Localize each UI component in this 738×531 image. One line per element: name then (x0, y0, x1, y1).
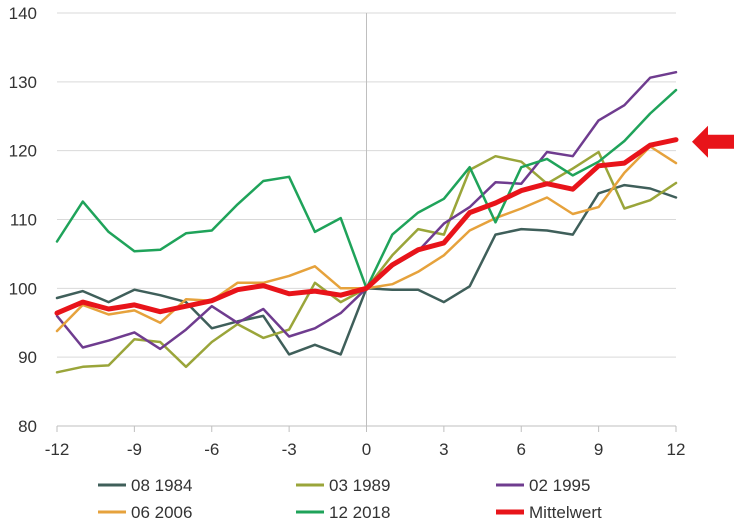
x-tick-label: -6 (204, 440, 219, 459)
x-tick-label: -3 (282, 440, 297, 459)
legend-entry-label: 12 2018 (329, 503, 390, 522)
legend-entry-label: 08 1984 (131, 476, 192, 495)
legend-entry-label: 03 1989 (329, 476, 390, 495)
series-line-mittelwert (54, 137, 679, 316)
legend-entry-label: 02 1995 (529, 476, 590, 495)
y-tick-label: 90 (18, 348, 37, 367)
x-tick-label: -12 (45, 440, 70, 459)
x-tick-label: 12 (667, 440, 686, 459)
x-tick-label: 9 (594, 440, 603, 459)
x-tick-label: -9 (127, 440, 142, 459)
chart-axes (56, 13, 677, 432)
chart-annotations (692, 125, 734, 158)
arrow-left-icon (692, 125, 734, 158)
y-tick-label: 140 (9, 4, 37, 23)
legend-entry-label: 06 2006 (131, 503, 192, 522)
y-tick-label: 80 (18, 417, 37, 436)
y-tick-label: 120 (9, 142, 37, 161)
legend-entry-label: Mittelwert (529, 503, 602, 522)
chart-tick-labels: 80 90 100 110 120 130 140 -12 -9 -6 -3 0 3 6 9 12 (9, 4, 686, 459)
x-tick-label: 0 (362, 440, 371, 459)
x-tick-label: 3 (439, 440, 448, 459)
y-tick-label: 130 (9, 73, 37, 92)
chart-series (54, 70, 679, 374)
y-tick-label: 110 (10, 211, 37, 230)
x-tick-label: 6 (517, 440, 526, 459)
y-tick-label: 100 (9, 279, 37, 298)
chart-legend: 08 1984 03 1989 02 1995 06 2006 12 2018 Mitte… (98, 476, 602, 522)
